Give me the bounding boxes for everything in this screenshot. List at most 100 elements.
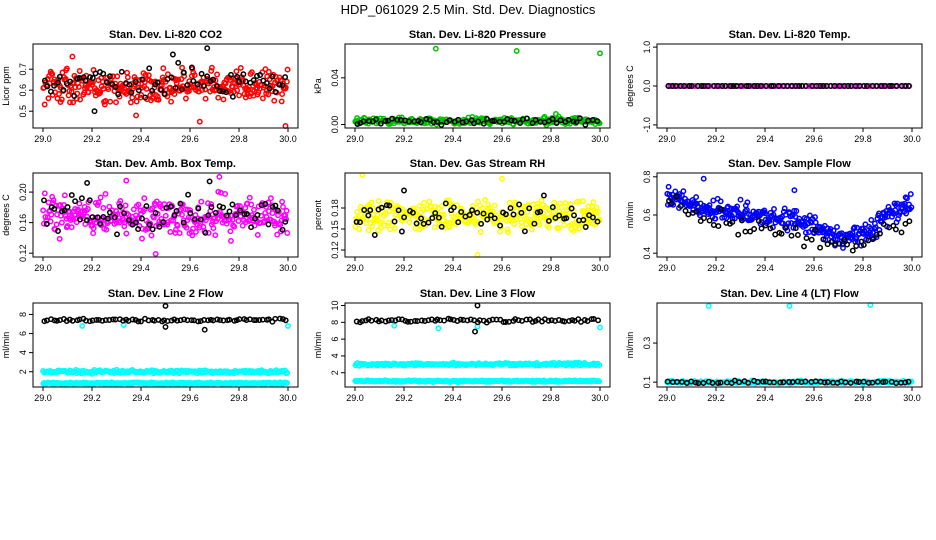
data-point: [781, 205, 788, 212]
series-main: [664, 175, 915, 251]
data-point: [190, 77, 197, 84]
data-point: [839, 83, 846, 89]
data-point: [102, 317, 109, 324]
panel-title: Stan. Dev. Line 3 Flow: [420, 288, 536, 300]
data-point: [45, 95, 52, 102]
data-point: [545, 217, 552, 224]
data-point: [206, 178, 213, 185]
data-point: [803, 235, 810, 242]
data-point: [272, 315, 279, 322]
data-point: [103, 79, 110, 86]
data-point: [751, 226, 758, 232]
y-axis-label: ml/min: [313, 332, 323, 359]
data-point: [782, 224, 789, 231]
data-point: [383, 202, 390, 209]
data-point: [746, 83, 752, 89]
data-point: [388, 317, 395, 324]
data-point: [902, 83, 909, 89]
data-point: [175, 76, 182, 83]
x-tick-label: 29.0: [658, 393, 676, 403]
data-point: [243, 210, 250, 217]
data-point: [353, 218, 360, 225]
data-point: [55, 79, 61, 86]
data-point: [541, 113, 548, 120]
data-point: [161, 90, 168, 97]
data-point: [276, 81, 283, 88]
x-tick-label: 29.4: [756, 263, 774, 273]
data-point: [48, 211, 55, 218]
data-point: [597, 50, 603, 57]
data-point: [566, 317, 573, 324]
data-point: [47, 218, 54, 225]
data-point: [177, 200, 184, 207]
data-point: [51, 82, 58, 89]
data-point: [669, 83, 676, 89]
data-point: [149, 226, 156, 233]
data-point: [183, 224, 190, 231]
data-point: [722, 83, 729, 89]
data-point: [253, 317, 260, 324]
data-point: [737, 83, 744, 89]
x-tick-label: 29.6: [493, 393, 511, 403]
data-point: [67, 99, 73, 106]
data-point: [472, 328, 478, 335]
data-point: [516, 201, 523, 208]
y-axis-label: ml/min: [625, 332, 635, 359]
data-point: [114, 231, 120, 238]
data-point: [196, 118, 203, 125]
data-point: [60, 87, 67, 94]
data-point: [118, 68, 125, 75]
data-point: [484, 116, 490, 122]
data-point: [478, 220, 485, 227]
series-main: [352, 45, 603, 129]
data-point: [735, 231, 742, 238]
data-point: [248, 201, 255, 208]
data-point: [491, 215, 498, 222]
data-point: [791, 187, 798, 194]
data-point: [155, 96, 162, 103]
data-point: [78, 195, 85, 202]
data-point: [573, 119, 580, 126]
data-point: [432, 45, 439, 52]
data-point: [171, 212, 178, 219]
data-point: [802, 378, 809, 385]
data-point: [210, 76, 217, 83]
data-point: [391, 322, 398, 329]
y-tick-label: 8: [18, 312, 28, 317]
data-point: [122, 202, 129, 209]
data-point: [284, 66, 291, 73]
data-point: [394, 116, 401, 123]
panel-5: Stan. Dev. Gas Stream RH percent 29.0 29.2 2…: [313, 158, 611, 273]
data-point: [523, 316, 530, 323]
data-point: [169, 51, 176, 58]
data-point: [845, 83, 852, 89]
data-point: [143, 203, 150, 210]
y-tick-label: 4: [330, 353, 340, 358]
data-point: [705, 83, 711, 89]
series-reference: [353, 302, 602, 335]
data-point: [802, 229, 809, 236]
data-point: [375, 198, 382, 204]
data-point: [143, 85, 150, 92]
data-point: [685, 211, 692, 218]
data-point: [747, 228, 754, 235]
data-point: [801, 243, 807, 250]
data-point: [868, 216, 875, 223]
data-point: [64, 204, 71, 211]
data-point: [409, 209, 416, 216]
data-point: [240, 71, 247, 78]
series-reference: [41, 45, 289, 115]
data-point: [84, 213, 91, 220]
data-point: [701, 215, 707, 222]
data-point: [202, 229, 209, 236]
data-point: [68, 224, 75, 231]
data-point: [124, 74, 131, 81]
data-point: [847, 379, 854, 386]
data-point: [673, 193, 680, 200]
x-tick-label: 29.8: [854, 263, 872, 273]
data-point: [214, 71, 221, 78]
data-point: [45, 199, 52, 206]
data-point: [256, 317, 263, 324]
data-point: [417, 119, 424, 126]
